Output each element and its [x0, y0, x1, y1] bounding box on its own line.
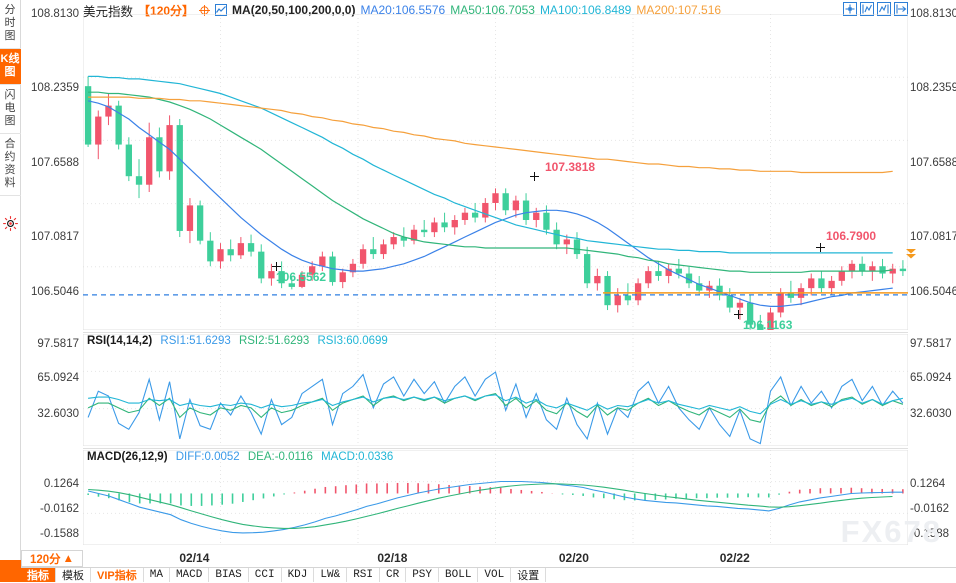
price-pane[interactable]	[83, 14, 908, 330]
y-axis-right-label: 32.6030	[910, 408, 952, 420]
pane-divider-macd	[83, 448, 908, 449]
toolbar-item-VIP指标[interactable]: VIP指标	[91, 568, 144, 582]
toolbar-filler	[546, 568, 956, 582]
toolbar-item-KDJ[interactable]: KDJ	[282, 568, 315, 582]
x-axis: 02/14 02/18 02/20 02/22	[83, 551, 908, 567]
toolbar-item-CCI[interactable]: CCI	[249, 568, 282, 582]
x-axis-label: 02/18	[377, 551, 408, 565]
period-selector-label: 120分	[29, 553, 61, 566]
sidebar-bottom-accent	[0, 560, 21, 582]
toolbar-item-CR[interactable]: CR	[380, 568, 407, 582]
high-marker-icon	[530, 172, 539, 181]
macd-diff-value: DIFF:0.0052	[175, 451, 240, 463]
y-axis-left-label: 108.2359	[31, 82, 79, 94]
toolbar-item-MACD[interactable]: MACD	[170, 568, 210, 582]
y-axis-right-label: 0.1264	[910, 478, 946, 490]
x-axis-label: 02/14	[179, 551, 210, 565]
low-right-marker-icon	[734, 310, 743, 319]
x-axis-label: 02/20	[558, 551, 589, 565]
sidebar-item-time-chart[interactable]: 分时图	[0, 0, 21, 49]
toolbar-item-LW&[interactable]: LW&	[314, 568, 348, 582]
toolbar-item-设置[interactable]: 设置	[511, 568, 547, 582]
annotation-high: 107.3818	[545, 160, 596, 174]
y-axis-left-label: 107.0817	[31, 231, 79, 243]
sidebar-spacer	[0, 196, 21, 560]
chart-tools	[843, 2, 908, 16]
macd-title: MACD(26,12,9) DIFF:0.0052 DEA:-0.0116 MA…	[87, 451, 393, 463]
rsi1-value: RSI1:51.6293	[160, 335, 231, 347]
annotation-low-left: 106.5562	[276, 270, 327, 284]
price-plot[interactable]	[83, 14, 908, 330]
price-level-arrow-icon	[906, 249, 916, 259]
toolbar-item-BOLL[interactable]: BOLL	[439, 568, 479, 582]
y-axis-left-label: 107.6588	[31, 157, 79, 169]
sidebar-item-lightning-chart[interactable]: 闪电图	[0, 85, 21, 134]
toolbar-item-RSI[interactable]: RSI	[347, 568, 380, 582]
y-axis-right-label: -0.0162	[910, 503, 950, 515]
y-axis-left-label: -0.0162	[39, 503, 79, 515]
y-axis-left-label: 108.8130	[31, 8, 79, 20]
align-right-icon[interactable]	[877, 2, 891, 16]
y-axis-right-label: 107.6588	[910, 157, 956, 169]
sun-icon[interactable]	[2, 216, 18, 231]
pane-divider-rsi	[83, 332, 908, 333]
toolbar-item-VOL[interactable]: VOL	[478, 568, 512, 582]
annotation-low-right: 106.1163	[743, 318, 793, 332]
macd-macd-value: MACD:0.0336	[321, 451, 394, 463]
toolbar-item-PSY[interactable]: PSY	[406, 568, 440, 582]
x-axis-label: 02/22	[719, 551, 750, 565]
annotation-last-price: 106.7900	[826, 229, 877, 243]
toolbar-item-MA[interactable]: MA	[144, 568, 170, 582]
toolbar-item-指标[interactable]: 指标	[21, 568, 56, 582]
y-axis-left-label: 97.5817	[37, 338, 79, 350]
y-axis-right-label: -0.1588	[910, 528, 950, 540]
y-axis-left-label: 106.5046	[31, 286, 79, 298]
low-left-marker-icon	[272, 262, 281, 271]
last-price-marker-icon	[816, 243, 825, 252]
rsi-pane[interactable]: RSI(14,14,2) RSI1:51.6293 RSI2:51.6293 R…	[83, 334, 908, 446]
chart-root: 美元指数 【120分】 MA(20,50,100,200,0,0) MA20:1…	[21, 0, 956, 582]
symbol-name: 美元指数	[83, 4, 134, 19]
sidebar-item-kline-chart[interactable]: K线图	[0, 49, 21, 85]
rsi3-value: RSI3:60.0699	[317, 335, 388, 347]
y-axis-right-label: 107.0817	[910, 231, 956, 243]
y-axis-left-label: 65.0924	[37, 372, 79, 384]
y-axis-right: 108.8130 108.2359 107.6588 107.0817 106.5046…	[908, 0, 956, 582]
y-axis-right-label: 97.5817	[910, 338, 952, 350]
y-axis-right-label: 108.2359	[910, 82, 956, 94]
rsi2-value: RSI2:51.6293	[238, 335, 310, 347]
expand-right-icon[interactable]	[894, 2, 908, 16]
y-axis-left-label: 32.6030	[37, 408, 79, 420]
y-axis-left-label: -0.1588	[39, 528, 79, 540]
y-axis-right-label: 65.0924	[910, 372, 952, 384]
y-axis-right-label: 106.5046	[910, 286, 956, 298]
macd-dea-value: DEA:-0.0116	[247, 451, 313, 463]
y-axis-left-label: 0.1264	[43, 478, 79, 490]
fit-screen-icon[interactable]	[843, 2, 857, 16]
sidebar-item-contract-info[interactable]: 合约资料	[0, 134, 21, 196]
rsi-plot[interactable]	[83, 334, 908, 446]
align-left-icon[interactable]	[860, 2, 874, 16]
left-sidebar: 分时图 K线图 闪电图 合约资料	[0, 0, 21, 582]
y-axis-left: 108.8130 108.2359 107.6588 107.0817 106.5046…	[21, 0, 81, 582]
toolbar-item-模板[interactable]: 模板	[56, 568, 91, 582]
macd-plot[interactable]	[83, 450, 908, 545]
watermark: FX678	[840, 514, 942, 549]
period-selector[interactable]: 120分 ▲	[21, 550, 83, 567]
rsi-definition: RSI(14,14,2)	[87, 335, 153, 347]
caret-up-icon: ▲	[62, 552, 75, 565]
indicator-chart-icon[interactable]	[215, 4, 228, 16]
y-axis-right-label: 108.8130	[910, 8, 956, 20]
macd-definition: MACD(26,12,9)	[87, 451, 168, 463]
macd-pane[interactable]: MACD(26,12,9) DIFF:0.0052 DEA:-0.0116 MA…	[83, 450, 908, 545]
toolbar-item-BIAS[interactable]: BIAS	[209, 568, 249, 582]
bottom-toolbar: 指标 模板 VIP指标 MA MACD BIAS CCI KDJ LW& RSI CR PSY BOLL…	[21, 567, 956, 582]
rsi-title: RSI(14,14,2) RSI1:51.6293 RSI2:51.6293 R…	[87, 335, 388, 347]
